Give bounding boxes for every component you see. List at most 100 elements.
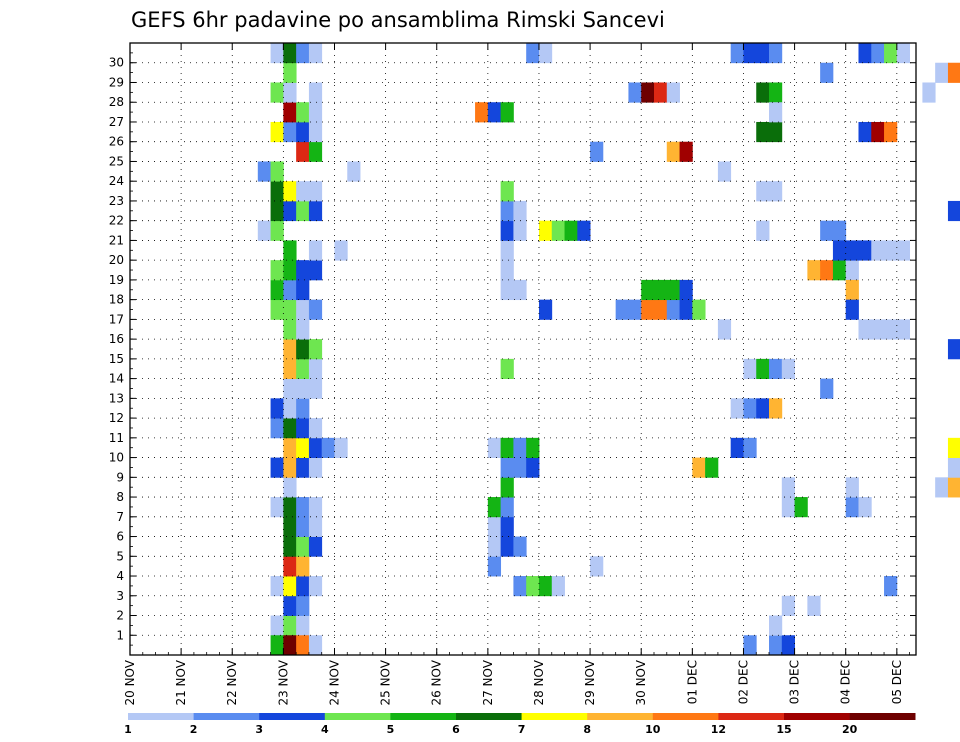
heatmap-cell xyxy=(845,299,859,320)
heatmap-cell xyxy=(308,576,323,597)
x-tick-label: 25 NOV xyxy=(379,659,393,705)
heatmap-cell xyxy=(781,497,795,518)
heatmap-cell xyxy=(743,398,757,419)
y-tick-label: 15 xyxy=(109,352,124,366)
heatmap-cell xyxy=(296,497,310,518)
heatmap-cell xyxy=(769,181,783,202)
heatmap-cell xyxy=(884,121,898,143)
legend-swatch xyxy=(521,713,588,720)
heatmap-cell xyxy=(871,121,885,143)
heatmap-cell xyxy=(513,220,527,241)
heatmap-cell xyxy=(756,398,770,419)
legend-swatch xyxy=(652,713,719,720)
heatmap-cell xyxy=(845,279,859,301)
heatmap-cell xyxy=(296,556,310,577)
heatmap-cell xyxy=(296,43,310,64)
heatmap-cell xyxy=(270,121,284,143)
heatmap-cell xyxy=(283,595,297,616)
heatmap-cell xyxy=(769,615,783,636)
heatmap-cell xyxy=(296,437,310,458)
legend-level-label: 1 xyxy=(124,723,132,736)
legend-level-label: 20 xyxy=(842,723,858,736)
heatmap-cell xyxy=(283,358,297,380)
plot-frame xyxy=(129,42,917,656)
heatmap-cell xyxy=(296,378,310,399)
heatmap-cell xyxy=(947,457,960,478)
heatmap-cell xyxy=(947,477,960,498)
heatmap-cell xyxy=(283,62,297,83)
heatmap-cell xyxy=(487,497,502,518)
grid-lines xyxy=(129,43,916,655)
heatmap-cell xyxy=(296,339,310,360)
heatmap-cell xyxy=(781,635,795,656)
heatmap-cell xyxy=(743,43,757,64)
heatmap-cell xyxy=(308,497,323,518)
heatmap-cells xyxy=(257,43,960,656)
legend-level-label: 4 xyxy=(321,723,329,736)
heatmap-cell xyxy=(283,240,297,261)
y-tick-label: 7 xyxy=(116,510,124,524)
heatmap-cell xyxy=(947,62,960,83)
legend-swatch xyxy=(259,713,326,720)
legend-level-label: 10 xyxy=(645,723,661,736)
legend-level-label: 8 xyxy=(583,723,591,736)
heatmap-cell xyxy=(641,279,655,301)
y-tick-label: 6 xyxy=(116,530,124,544)
heatmap-cell xyxy=(500,457,514,478)
y-tick-label: 21 xyxy=(109,233,124,247)
heatmap-cell xyxy=(257,161,271,182)
x-tick-label: 23 NOV xyxy=(276,659,290,705)
heatmap-cell xyxy=(845,497,859,518)
y-tick-label: 25 xyxy=(109,154,124,168)
y-tick-label: 27 xyxy=(109,115,124,129)
heatmap-cell xyxy=(283,299,297,320)
heatmap-cell xyxy=(321,437,335,458)
heatmap-cell xyxy=(884,319,898,340)
heatmap-cell xyxy=(513,200,527,222)
heatmap-cell xyxy=(270,299,284,320)
heatmap-cell xyxy=(296,200,310,222)
heatmap-cell xyxy=(730,398,744,419)
heatmap-cell xyxy=(487,516,502,537)
y-tick-label: 28 xyxy=(109,95,124,109)
heatmap-cell xyxy=(296,299,310,320)
heatmap-cell xyxy=(858,497,872,518)
x-tick-label: 22 NOV xyxy=(225,659,239,705)
heatmap-cell xyxy=(283,82,297,103)
x-tick-label: 02 DEC xyxy=(736,660,750,704)
heatmap-cell xyxy=(500,240,514,261)
heatmap-cell xyxy=(296,319,310,340)
legend-level-label: 12 xyxy=(711,723,726,736)
legend-swatch xyxy=(849,713,916,720)
heatmap-cell xyxy=(296,260,310,281)
legend: 1 2 3 4 5 6 7 8 10 12 15 20 xyxy=(124,713,916,736)
heatmap-cell xyxy=(858,319,872,340)
y-tick-label: 1 xyxy=(116,628,124,642)
heatmap-cell xyxy=(308,141,323,162)
heatmap-cell xyxy=(679,141,693,162)
heatmap-cell xyxy=(794,497,808,518)
y-tick-label: 29 xyxy=(109,75,124,89)
heatmap-cell xyxy=(538,43,553,64)
heatmap-cell xyxy=(296,516,310,537)
heatmap-cell xyxy=(781,358,795,380)
heatmap-cell xyxy=(296,121,310,143)
heatmap-cell xyxy=(832,240,847,261)
heatmap-cell xyxy=(308,260,323,281)
heatmap-cell xyxy=(500,516,514,537)
heatmap-cell xyxy=(283,200,297,222)
heatmap-cell xyxy=(308,181,323,202)
heatmap-cell xyxy=(308,200,323,222)
heatmap-cell xyxy=(551,576,565,597)
heatmap-cell xyxy=(717,161,732,182)
legend-level-label: 2 xyxy=(190,723,198,736)
heatmap-cell xyxy=(526,437,540,458)
heatmap-cell xyxy=(270,279,284,301)
heatmap-cell xyxy=(487,437,502,458)
heatmap-cell xyxy=(270,457,284,478)
heatmap-cell xyxy=(487,536,502,557)
heatmap-cell xyxy=(756,121,770,143)
heatmap-cell xyxy=(820,62,834,83)
heatmap-cell xyxy=(283,43,297,64)
